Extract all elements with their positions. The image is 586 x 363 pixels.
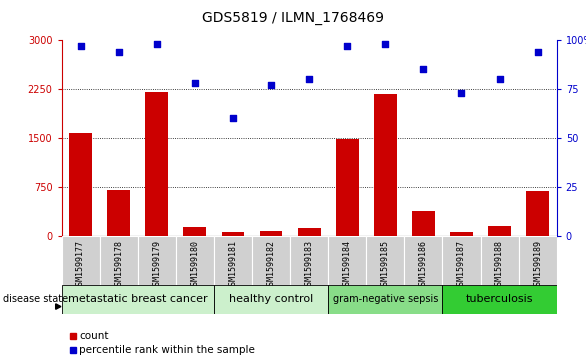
Point [152,41,162,47]
Bar [519,236,557,285]
Text: tuberculosis: tuberculosis [466,294,533,305]
Point [266,82,275,88]
Bar [328,285,442,314]
Point [381,41,390,47]
Point [114,49,123,54]
Point [76,43,86,49]
Bar [62,285,214,314]
Point [190,80,199,86]
Bar [62,236,100,285]
Bar [100,236,138,285]
Bar [145,92,168,236]
Bar [176,236,214,285]
Text: GSM1599183: GSM1599183 [305,240,314,290]
Text: disease state: disease state [3,294,68,305]
Bar [374,94,397,236]
Point [305,76,314,82]
Text: gram-negative sepsis: gram-negative sepsis [333,294,438,305]
Bar [69,133,92,236]
Text: count: count [79,331,108,341]
Text: healthy control: healthy control [229,294,313,305]
Text: GSM1599182: GSM1599182 [267,240,275,290]
Bar [138,236,176,285]
Bar [107,190,130,236]
Bar [214,285,328,314]
Bar [290,236,328,285]
Text: GDS5819 / ILMN_1768469: GDS5819 / ILMN_1768469 [202,11,384,25]
Bar [412,211,435,236]
Point [533,49,543,54]
Point [457,90,466,96]
Text: GSM1599181: GSM1599181 [229,240,237,290]
Bar [450,232,473,236]
Text: percentile rank within the sample: percentile rank within the sample [79,345,255,355]
Text: GSM1599177: GSM1599177 [76,240,85,290]
Text: GSM1599187: GSM1599187 [457,240,466,290]
Text: GSM1599189: GSM1599189 [533,240,542,290]
Text: GSM1599179: GSM1599179 [152,240,161,290]
Bar [442,236,481,285]
Text: GSM1599185: GSM1599185 [381,240,390,290]
Bar [214,236,252,285]
Point [229,115,238,121]
Text: GSM1599184: GSM1599184 [343,240,352,290]
Bar [488,226,511,236]
Bar [481,236,519,285]
Bar [336,139,359,236]
Text: GSM1599188: GSM1599188 [495,240,504,290]
Text: GSM1599178: GSM1599178 [114,240,123,290]
Point [418,66,428,72]
Point [495,76,504,82]
Polygon shape [56,304,61,309]
Bar [366,236,404,285]
Bar [222,232,244,236]
Text: metastatic breast cancer: metastatic breast cancer [68,294,207,305]
Bar [183,227,206,236]
Bar [328,236,366,285]
Bar [298,228,321,236]
Bar [404,236,442,285]
Bar [526,191,549,236]
Text: GSM1599180: GSM1599180 [190,240,199,290]
Bar [252,236,290,285]
Bar [442,285,557,314]
Text: GSM1599186: GSM1599186 [419,240,428,290]
Point [342,43,352,49]
Bar [260,231,282,236]
